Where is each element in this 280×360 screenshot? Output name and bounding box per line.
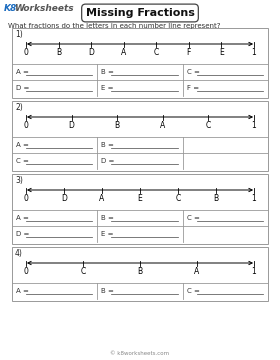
Text: Missing Fractions: Missing Fractions (86, 8, 194, 18)
Text: © k8worksheets.com: © k8worksheets.com (110, 351, 170, 356)
Text: C =: C = (187, 288, 200, 294)
Text: C =: C = (187, 69, 200, 75)
Text: A =: A = (16, 215, 29, 221)
Text: D: D (88, 48, 94, 57)
Text: C =: C = (16, 158, 29, 164)
Text: 4): 4) (15, 249, 23, 258)
Text: Worksheets: Worksheets (14, 4, 74, 13)
Text: A =: A = (16, 69, 29, 75)
Text: E =: E = (101, 85, 114, 91)
Text: E =: E = (101, 231, 114, 237)
Bar (12, 247, 268, 301)
Bar (12, 28, 268, 98)
Text: C =: C = (187, 215, 200, 221)
Text: F: F (187, 48, 191, 57)
Text: A: A (194, 267, 200, 276)
Text: B =: B = (101, 69, 114, 75)
Text: D: D (61, 194, 67, 203)
Text: B: B (56, 48, 61, 57)
Text: 1): 1) (15, 30, 23, 39)
Text: C: C (206, 121, 211, 130)
Text: 2): 2) (15, 103, 23, 112)
Text: 1: 1 (252, 194, 256, 203)
Bar (12, 101, 268, 171)
Text: C: C (80, 267, 86, 276)
Text: 1: 1 (252, 267, 256, 276)
Text: 0: 0 (24, 48, 29, 57)
Text: C: C (154, 48, 159, 57)
Text: E: E (138, 194, 142, 203)
Text: 1: 1 (252, 48, 256, 57)
Text: C: C (175, 194, 181, 203)
Text: A =: A = (16, 142, 29, 148)
Bar (12, 174, 268, 244)
Text: A: A (160, 121, 165, 130)
Text: D =: D = (101, 158, 115, 164)
Text: A =: A = (16, 288, 29, 294)
Text: D =: D = (16, 85, 29, 91)
Text: D =: D = (16, 231, 29, 237)
Text: B =: B = (101, 215, 114, 221)
Text: A: A (99, 194, 105, 203)
Text: B =: B = (101, 288, 114, 294)
Text: K8: K8 (4, 4, 17, 13)
Text: A: A (121, 48, 126, 57)
Text: D: D (69, 121, 74, 130)
Text: 1: 1 (252, 121, 256, 130)
Text: B: B (115, 121, 120, 130)
Text: 0: 0 (24, 267, 29, 276)
Text: 0: 0 (24, 121, 29, 130)
Text: E: E (219, 48, 224, 57)
Text: B: B (137, 267, 143, 276)
Text: 3): 3) (15, 176, 23, 185)
Text: What fractions do the letters in each number line represent?: What fractions do the letters in each nu… (8, 23, 221, 29)
Text: 0: 0 (24, 194, 29, 203)
Text: F =: F = (187, 85, 199, 91)
Text: B: B (213, 194, 219, 203)
Text: B =: B = (101, 142, 114, 148)
